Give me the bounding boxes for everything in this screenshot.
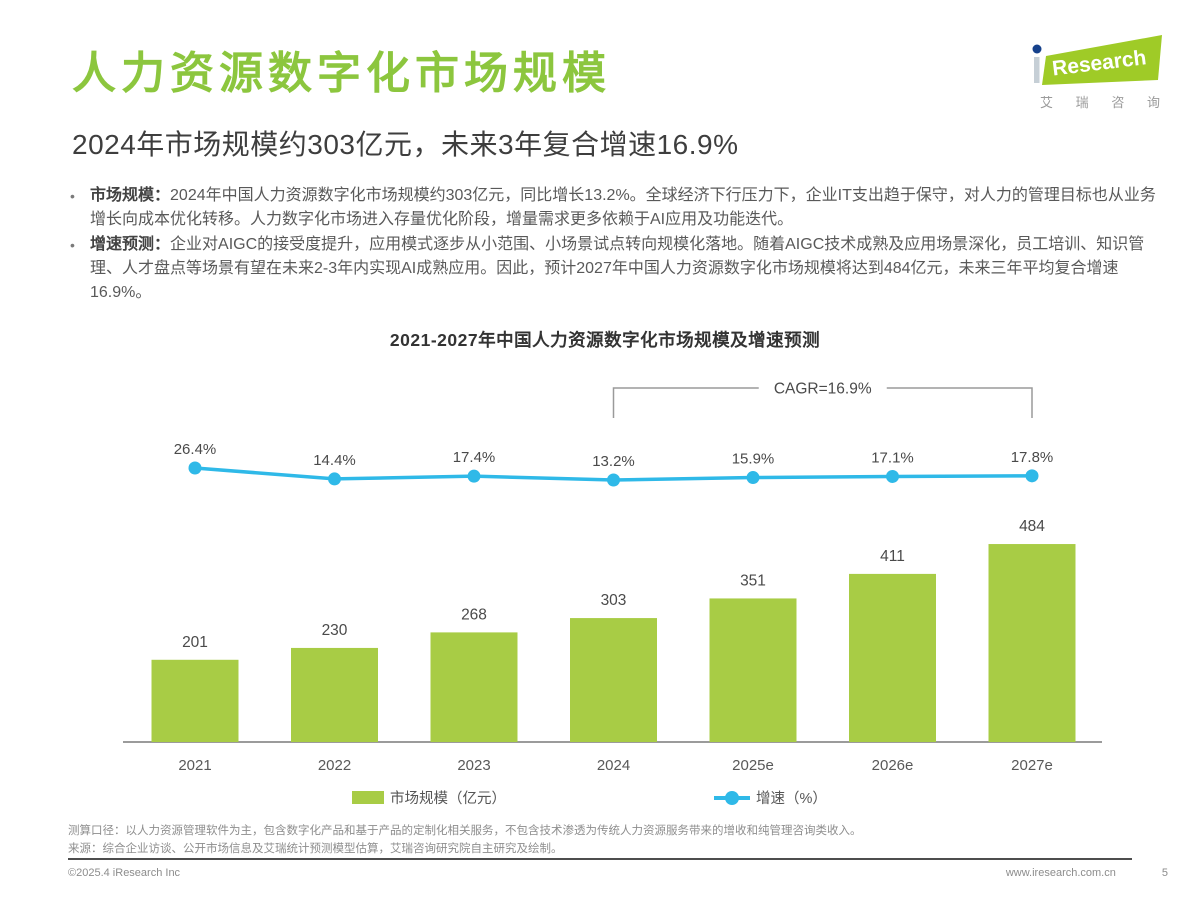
legend-line-label: 增速（%） xyxy=(756,791,827,807)
footer-website: www.iresearch.com.cn xyxy=(1005,867,1116,879)
x-axis-label: 2021 xyxy=(178,757,211,774)
growth-point-2026e xyxy=(886,469,899,483)
growth-value-label: 17.8% xyxy=(1011,449,1054,466)
cagr-label: CAGR=16.9% xyxy=(774,381,872,398)
x-axis-label: 2026e xyxy=(872,757,914,774)
bar-2022 xyxy=(291,647,378,742)
growth-value-label: 26.4% xyxy=(174,441,217,458)
bar-2021 xyxy=(151,659,239,742)
footer-page-number: 5 xyxy=(1161,867,1168,879)
x-axis-label: 2024 xyxy=(597,757,630,774)
bar-value-label: 484 xyxy=(1019,518,1045,535)
logo-cn-char: 咨 xyxy=(1111,95,1125,110)
bullet-list: • 市场规模：2024年中国人力资源数字化市场规模约303亿元，同比增长13.2… xyxy=(70,184,1158,306)
bar-value-label: 201 xyxy=(182,634,208,651)
bar-2025e xyxy=(709,598,797,742)
x-axis-label: 2025e xyxy=(732,757,774,774)
bar-value-label: 351 xyxy=(740,572,766,589)
page-title: 人力资源数字化市场规模 xyxy=(72,49,611,98)
logo-cn-char: 询 xyxy=(1146,95,1160,110)
bullet-label: 增速预测： xyxy=(90,236,171,253)
footnote-caliber: 测算口径：以人力资源管理软件为主，包含数字化产品和基于产品的定制化相关服务，不包… xyxy=(68,825,862,837)
footer-divider xyxy=(68,858,1132,860)
bar-2024 xyxy=(570,618,657,742)
bullet-item-growth-forecast: • 增速预测：企业对AIGC的接受度提升，应用模式逐步从小范围、小场景试点转向规… xyxy=(70,233,1158,305)
bar-value-label: 411 xyxy=(880,548,905,565)
bar-2023 xyxy=(430,632,518,742)
bullet-text: 企业对AIGC的接受度提升，应用模式逐步从小范围、小场景试点转向规模化落地。随着… xyxy=(90,236,1145,301)
growth-point-2022 xyxy=(328,472,341,486)
logo-brand-cn: 艾 瑞 咨 询 xyxy=(1040,92,1160,111)
iresearch-logo-graphic: Research xyxy=(1032,35,1162,85)
legend-bar-label: 市场规模（亿元） xyxy=(390,791,506,807)
legend-item-growth: 增速（%） xyxy=(714,787,827,808)
logo-i-stem-icon xyxy=(1034,57,1040,83)
legend-bar-swatch xyxy=(352,791,384,804)
iresearch-logo: Research 艾 瑞 咨 询 xyxy=(1028,26,1176,112)
legend-line-swatch xyxy=(714,790,750,805)
cagr-bracket-left xyxy=(612,387,759,418)
bar-2026e xyxy=(849,573,936,742)
bullet-text: 2024年中国人力资源数字化市场规模约303亿元，同比增长13.2%。全球经济下… xyxy=(90,187,1156,228)
growth-value-label: 17.1% xyxy=(871,449,914,466)
bullet-marker: • xyxy=(70,237,75,253)
footer-bar: ©2025.4 iResearch Inc www.iresearch.com.… xyxy=(68,867,1168,879)
legend-line-dot-icon xyxy=(725,790,739,805)
growth-value-label: 14.4% xyxy=(313,452,356,469)
bar-value-label: 303 xyxy=(601,592,627,609)
logo-cn-char: 艾 xyxy=(1040,95,1054,110)
growth-value-label: 17.4% xyxy=(453,449,496,466)
x-axis-label: 2023 xyxy=(457,757,490,774)
footnote-source: 来源：综合企业访谈、公开市场信息及艾瑞统计预测模型估算，艾瑞咨询研究院自主研究及… xyxy=(68,843,563,855)
bar-value-label: 268 xyxy=(461,606,487,623)
bullet-label: 市场规模： xyxy=(90,187,171,204)
bar-2027e xyxy=(988,544,1076,742)
growth-point-2025e xyxy=(746,471,760,485)
chart-canvas: 201 2021 230 2022 268 2023 303 2024 351 2025e 411 2… xyxy=(123,381,1102,774)
growth-point-2021 xyxy=(188,461,202,475)
logo-i-dot-icon xyxy=(1032,44,1042,54)
logo-cn-char: 瑞 xyxy=(1075,95,1089,110)
bullet-item-market-size: • 市场规模：2024年中国人力资源数字化市场规模约303亿元，同比增长13.2… xyxy=(70,184,1158,232)
bar-value-label: 230 xyxy=(322,622,348,639)
bullet-paragraph: 增速预测：企业对AIGC的接受度提升，应用模式逐步从小范围、小场景试点转向规模化… xyxy=(90,233,1158,305)
cagr-bracket-right xyxy=(886,387,1033,418)
legend-item-market-size: 市场规模（亿元） xyxy=(352,787,506,808)
logo-green-shape xyxy=(1042,35,1162,85)
growth-point-2027e xyxy=(1025,469,1039,483)
growth-value-label: 13.2% xyxy=(592,453,635,470)
footer-right-group: www.iresearch.com.cn 5 xyxy=(1006,867,1168,879)
x-axis-label: 2027e xyxy=(1011,757,1053,774)
chart-title: 2021-2027年中国人力资源数字化市场规模及增速预测 xyxy=(389,330,821,350)
growth-point-2023 xyxy=(467,469,481,483)
page-subtitle: 2024年市场规模约303亿元，未来3年复合增速16.9% xyxy=(72,129,739,160)
x-axis-label: 2022 xyxy=(318,757,351,774)
bullet-paragraph: 市场规模：2024年中国人力资源数字化市场规模约303亿元，同比增长13.2%。… xyxy=(90,184,1158,232)
bullet-marker: • xyxy=(70,188,75,204)
footnotes: 测算口径：以人力资源管理软件为主，包含数字化产品和基于产品的定制化相关服务，不包… xyxy=(68,822,1148,858)
footer-copyright: ©2025.4 iResearch Inc xyxy=(68,867,181,879)
growth-value-label: 15.9% xyxy=(732,451,775,468)
growth-point-2024 xyxy=(607,473,620,487)
